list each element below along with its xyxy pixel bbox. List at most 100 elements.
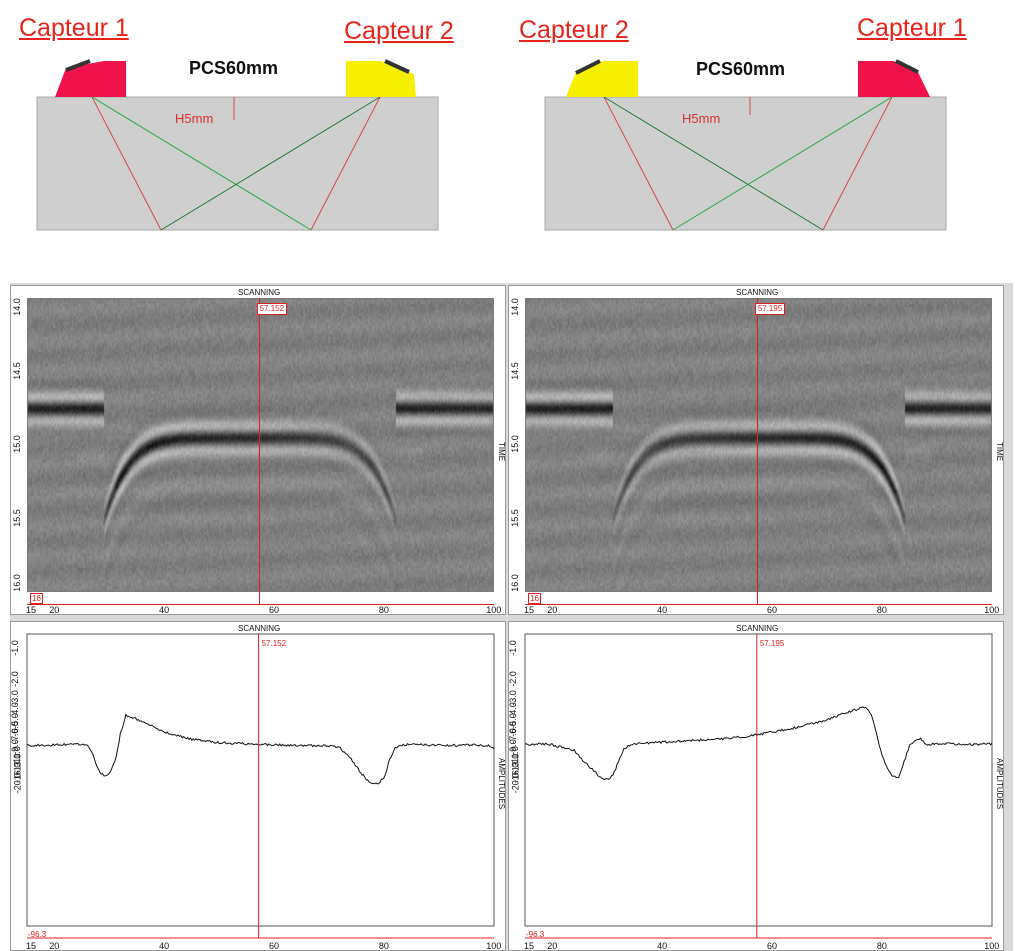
y-tick-label: 14.0: [509, 298, 520, 316]
x-tick-label: 15: [26, 941, 37, 951]
x-tick-label: 15: [524, 605, 535, 615]
amplitude-line: [524, 706, 993, 781]
amplitude-panel-left: SCANNING 57.152 -96.3 15 20 40 60 80 100 -1.0…: [10, 621, 506, 951]
amplitude-panel-right: SCANNING 57.195 -96.3 15 20 40 60 80 100 -1.0…: [508, 621, 1004, 951]
green-beam-up: [160, 96, 381, 231]
y-axis-title: TIME: [995, 442, 1004, 462]
y-tick-label: -20.0: [510, 772, 521, 794]
setup-diagram-2-svg: [544, 59, 947, 231]
depth-label: H5mm: [682, 111, 721, 126]
panel-title: SCANNING: [736, 288, 779, 297]
right-sensor-element: [895, 59, 919, 74]
bscan-panel-right: SCANNING 57.195 16 15 20 40 60 80 100 14.0 14.…: [508, 285, 1004, 615]
setup-diagram-1: Capteur 1 Capteur 2 PCS60mm H5mm: [0, 0, 500, 240]
cursor-value: 57.195: [754, 303, 786, 315]
x-tick-label: 15: [26, 605, 37, 615]
x-tick-label: 80: [876, 605, 887, 615]
x-tick-label: 100: [486, 941, 502, 951]
cursor-value: 57.152: [256, 303, 288, 315]
x-tick-label: 80: [876, 941, 887, 951]
panel-frame: [508, 285, 1004, 615]
test-part: [36, 96, 439, 231]
green-beam-down: [603, 96, 824, 231]
x-tick-label: 40: [159, 605, 170, 615]
red-beam-left: [91, 96, 162, 231]
spacing-label: PCS60mm: [189, 58, 279, 78]
x-tick-label: 100: [486, 605, 502, 615]
min-label: -96.3: [526, 930, 545, 939]
setup-diagram-2: Capteur 2 Capteur 1 PCS60mm H5mm: [508, 0, 1008, 240]
x-tick-label: 20: [547, 605, 558, 615]
x-tick-label: 60: [269, 941, 280, 951]
y-tick-label: -1.0: [9, 640, 20, 656]
right-sensor-label: Capteur 2: [344, 17, 454, 45]
y-tick-label: 15.0: [11, 435, 22, 453]
y-tick-label: 15.5: [509, 508, 520, 527]
depth-label: H5mm: [175, 111, 214, 126]
y-tick-label: 14.5: [509, 361, 520, 380]
corner-label: 16: [528, 593, 541, 604]
y-tick-label: -1.0: [507, 640, 518, 656]
spacing-label: PCS60mm: [696, 59, 786, 79]
test-part: [544, 96, 947, 231]
y-tick-label: -2.0: [507, 671, 518, 687]
cursor-line[interactable]: [756, 298, 758, 605]
red-beam-right: [310, 96, 381, 231]
plot-frame: [524, 633, 993, 927]
x-tick-label: 60: [767, 605, 778, 615]
x-tick-label: 100: [984, 941, 1000, 951]
y-axis-title: AMPLITUDES: [995, 758, 1004, 810]
x-tick-label: 20: [49, 605, 60, 615]
green-beam-down: [91, 96, 312, 231]
y-tick-label: 14.5: [11, 361, 22, 380]
x-tick-label: 40: [657, 941, 668, 951]
y-tick-label: 15.5: [11, 508, 22, 527]
bscan-image: [27, 298, 494, 592]
left-sensor-label: Capteur 2: [519, 16, 629, 44]
cursor-value: 57.195: [759, 639, 785, 648]
x-axis-line: [27, 604, 494, 605]
panel-title: SCANNING: [238, 624, 281, 633]
x-tick-label: 40: [159, 941, 170, 951]
left-sensor-wedge: [566, 61, 638, 97]
x-tick-label: 60: [269, 605, 280, 615]
y-axis-title: AMPLITUDES: [497, 758, 506, 810]
corner-label: 16: [30, 593, 43, 604]
amplitude-plot: [26, 633, 495, 939]
panel-frame: [10, 285, 506, 615]
left-sensor-element: [65, 59, 91, 72]
panel-title: SCANNING: [736, 624, 779, 633]
y-tick-label: 15.0: [509, 435, 520, 453]
right-sensor-element: [384, 59, 410, 74]
x-tick-label: 40: [657, 605, 668, 615]
x-tick-label: 20: [49, 941, 60, 951]
setup-diagram-1-svg: [36, 59, 439, 231]
x-tick-label: 80: [378, 941, 389, 951]
red-beam-left: [603, 96, 674, 231]
bscan-image: [525, 298, 992, 592]
x-tick-label: 15: [524, 941, 535, 951]
y-tick-label: 14.0: [11, 298, 22, 316]
y-tick-label: 16.0: [11, 574, 22, 592]
red-beam-right: [822, 96, 893, 231]
plot-frame: [26, 633, 495, 927]
min-label: -96.3: [28, 930, 47, 939]
left-sensor-element: [575, 59, 601, 75]
x-tick-label: 100: [984, 605, 1000, 615]
x-tick-label: 80: [378, 605, 389, 615]
right-sensor-label: Capteur 1: [857, 14, 967, 42]
amplitude-line: [26, 713, 495, 785]
cursor-value: 57.152: [261, 639, 287, 648]
right-sensor-wedge: [346, 61, 416, 97]
x-tick-label: 60: [767, 941, 778, 951]
right-sensor-wedge: [858, 61, 930, 97]
y-tick-label: -20.0: [12, 772, 23, 794]
y-tick-label: -2.0: [9, 671, 20, 687]
bscan-panel-left: SCANNING 57.152 16 15 20 40 60 80 100 14.0 14.…: [10, 285, 506, 615]
y-tick-label: 16.0: [509, 574, 520, 592]
left-sensor-wedge: [55, 61, 126, 97]
cursor-line[interactable]: [258, 298, 260, 605]
x-tick-label: 20: [547, 941, 558, 951]
x-axis-line: [525, 604, 992, 605]
panel-title: SCANNING: [238, 288, 281, 297]
